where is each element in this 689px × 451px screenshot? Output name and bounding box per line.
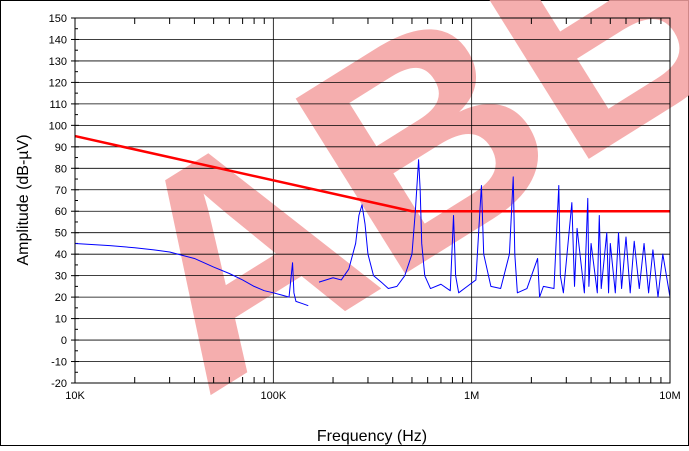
y-tick-label: 20 [55, 292, 67, 304]
y-tick-label: 150 [49, 13, 67, 25]
y-tick-label: 30 [55, 271, 67, 283]
y-tick-label: 130 [49, 56, 67, 68]
series-layer [74, 134, 671, 307]
x-tick-label: 1M [464, 390, 479, 402]
plot-area-border [74, 17, 671, 384]
spectrum-series-1 [74, 242, 309, 307]
y-tick-label: 50 [55, 228, 67, 240]
limit-line-series [74, 134, 670, 213]
y-axis-title: Amplitude (dB-µV) [15, 134, 32, 265]
x-axis-title: Frequency (Hz) [317, 428, 427, 445]
y-tick-label: 110 [49, 99, 67, 111]
y-tick-label: 60 [55, 206, 67, 218]
x-tick-labels: 10K 100K 1M 10M [65, 390, 680, 402]
y-tick-label: 90 [55, 142, 67, 154]
x-tick-label: 10K [65, 390, 85, 402]
y-tick-label: 0 [61, 335, 67, 347]
x-tick-label: 100K [260, 390, 286, 402]
y-tick-labels: -20 -10 0 10 20 30 40 50 60 70 80 90 100 110 120 130 140… [49, 13, 67, 390]
y-tick-label: 100 [49, 120, 67, 132]
spectrum-series-2 [318, 159, 671, 298]
y-tick-label: 120 [49, 77, 67, 89]
y-tick-label: -10 [51, 357, 67, 369]
y-tick-label: 140 [49, 34, 67, 46]
y-tick-label: 70 [55, 185, 67, 197]
y-tick-label: 10 [55, 314, 67, 326]
x-tick-label: 10M [659, 390, 680, 402]
y-tick-label: 80 [55, 163, 67, 175]
y-tick-label: 40 [55, 249, 67, 261]
y-tick-label: -20 [51, 378, 67, 390]
